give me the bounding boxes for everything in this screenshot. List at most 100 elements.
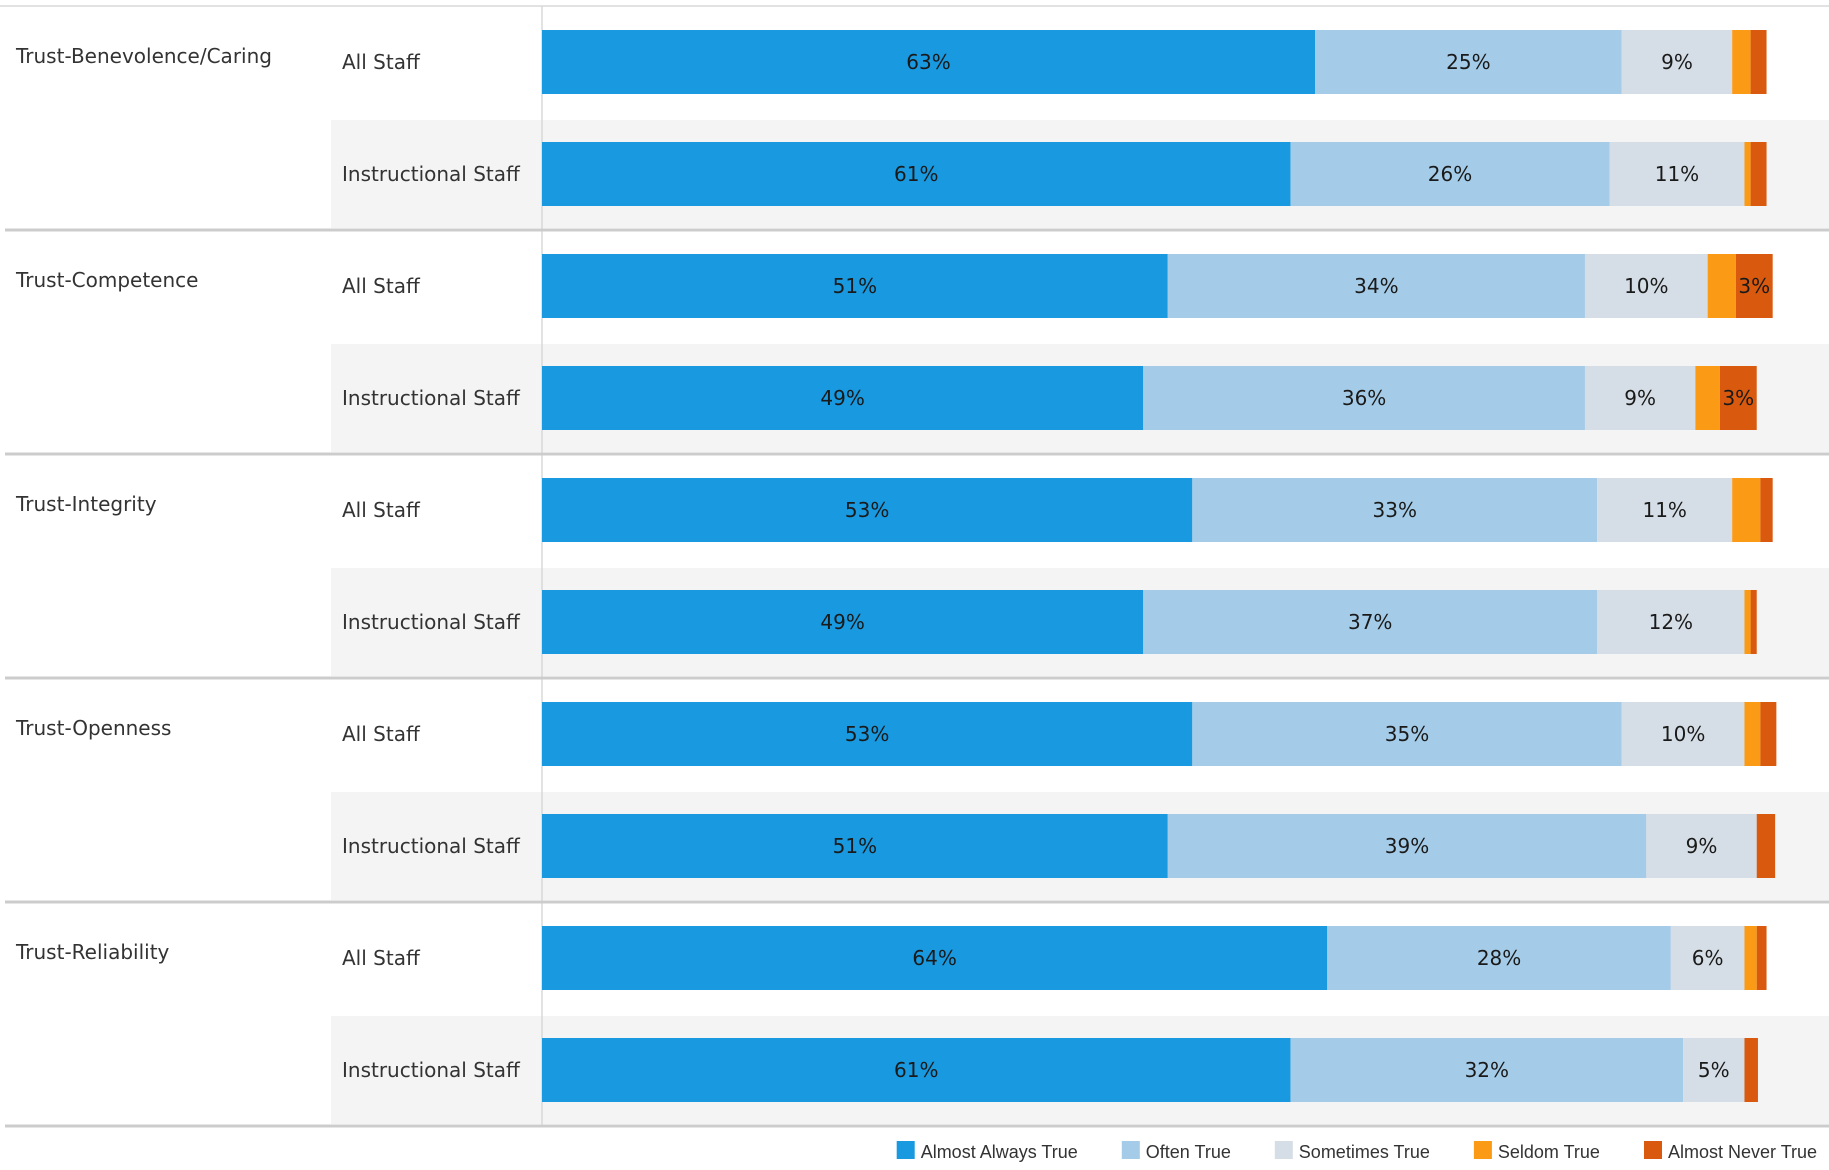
category-label: Trust-Reliability [15,940,170,964]
bar-segment [1584,254,1708,318]
data-label: 53% [845,498,889,522]
data-label: 36% [1342,386,1386,410]
group-label: All Staff [342,722,421,746]
bar-segment [542,366,1144,430]
group-label: Instructional Staff [342,1058,521,1082]
bar-segment [1756,814,1776,878]
group-label: All Staff [342,274,421,298]
data-label: 51% [833,274,877,298]
data-label: 39% [1385,834,1429,858]
category-label: Trust-Integrity [15,492,157,516]
bar-segment [1683,1038,1745,1102]
bar-segment [1646,814,1757,878]
bar-segment [542,478,1193,542]
data-label: 10% [1624,274,1668,298]
bar-segment [542,590,1144,654]
bar-segment [1167,254,1585,318]
bar-segment [1621,30,1733,94]
bar-segment [1143,366,1585,430]
bar-segment [1732,30,1751,94]
bar-segment [1744,702,1761,766]
category-label: Trust-Competence [15,268,198,292]
data-label: 61% [894,1058,938,1082]
data-label: 5% [1698,1058,1730,1082]
data-label: 9% [1686,834,1718,858]
legend-swatch [1644,1141,1662,1159]
data-label: 25% [1446,50,1490,74]
group-label: Instructional Staff [342,610,521,634]
bar-segment [1192,478,1598,542]
legend-label: Sometimes True [1299,1142,1430,1162]
data-label: 51% [833,834,877,858]
data-label: 3% [1738,274,1770,298]
bar-segment [1707,254,1736,318]
data-label: 3% [1722,386,1754,410]
legend-swatch [896,1141,915,1159]
data-label: 34% [1354,274,1398,298]
bar-segment [1315,30,1622,94]
category-label: Trust-Benevolence/Caring [15,44,272,68]
bar-segment [1670,926,1745,990]
data-label: 53% [845,722,889,746]
bar-segment [1695,366,1720,430]
bar-segment [1143,590,1598,654]
bar-segment [1290,142,1610,206]
bar-segment [542,30,1316,94]
data-label: 37% [1348,610,1392,634]
data-label: 9% [1624,386,1656,410]
group-label: Instructional Staff [342,162,521,186]
bar-segment [1327,926,1671,990]
data-label: 26% [1428,162,1472,186]
legend-swatch [1121,1141,1140,1159]
bar-segment [542,254,1168,318]
data-label: 11% [1655,162,1699,186]
data-label: 9% [1661,50,1693,74]
data-label: 28% [1477,946,1521,970]
legend-swatch [1274,1141,1293,1159]
bar-segment [1760,702,1777,766]
bar-segment [542,1038,1291,1102]
data-label: 61% [894,162,938,186]
data-label: 10% [1661,722,1705,746]
legend-label: Often True [1146,1142,1231,1162]
group-label: All Staff [342,498,421,522]
bar-segment [1750,590,1757,654]
data-label: 35% [1385,722,1429,746]
data-label: 11% [1642,498,1686,522]
bar-segment [1760,478,1773,542]
bar-segment [1621,702,1745,766]
bar-segment [1735,254,1773,318]
data-label: 64% [912,946,956,970]
legend-label: Almost Always True [921,1142,1078,1162]
data-label: 49% [820,610,864,634]
bar-segment [1750,30,1767,94]
bar-segment [1584,366,1696,430]
bar-segment [1290,1038,1684,1102]
legend-swatch [1473,1141,1492,1159]
bar-segment [1744,590,1751,654]
bar-segment [542,142,1291,206]
bar-segment [542,702,1193,766]
data-label: 33% [1373,498,1417,522]
bar-segment [1192,702,1622,766]
bar-segment [1756,926,1767,990]
group-label: Instructional Staff [342,834,521,858]
bar-segment [1719,366,1757,430]
bar-segment [1167,814,1647,878]
group-label: Instructional Staff [342,386,521,410]
legend-label: Almost Never True [1668,1142,1817,1162]
bar-segment [1609,142,1745,206]
data-label: 63% [906,50,950,74]
bar-segment [1744,1038,1758,1102]
bar-segment [542,926,1328,990]
bar-segment [1744,142,1751,206]
bar-segment [1597,478,1733,542]
data-label: 6% [1692,946,1724,970]
group-label: All Staff [342,50,421,74]
data-label: 32% [1465,1058,1509,1082]
bar-segment [1750,142,1767,206]
data-label: 12% [1649,610,1693,634]
legend-label: Seldom True [1498,1142,1600,1162]
group-label: All Staff [342,946,421,970]
